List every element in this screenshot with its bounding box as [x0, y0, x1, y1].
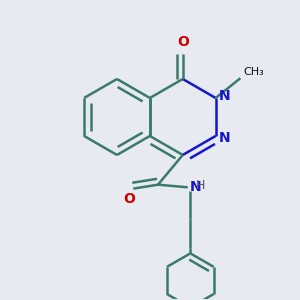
Text: H: H: [196, 179, 205, 193]
Text: N: N: [190, 180, 201, 194]
Text: N: N: [219, 89, 231, 103]
Text: CH₃: CH₃: [243, 67, 264, 76]
Text: N: N: [219, 130, 231, 145]
Text: O: O: [123, 192, 135, 206]
Text: O: O: [177, 35, 189, 49]
